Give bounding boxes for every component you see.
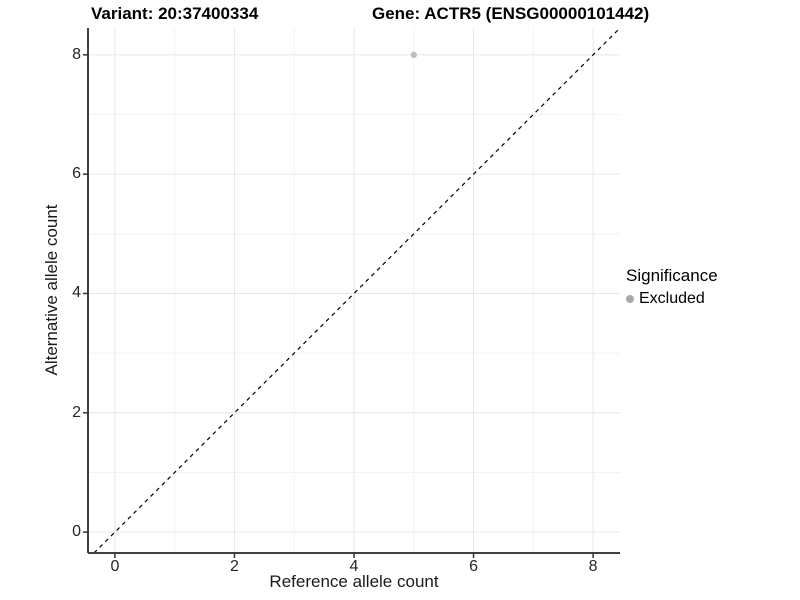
x-tick-label: 4 xyxy=(349,558,359,575)
plot-title-variant: Variant: 20:37400334 xyxy=(91,4,259,23)
x-tick-label: 2 xyxy=(229,558,239,575)
x-axis-title: Reference allele count xyxy=(269,572,439,591)
x-tick-label: 0 xyxy=(110,558,120,575)
y-tick-label: 0 xyxy=(72,523,81,541)
x-tick-label: 8 xyxy=(588,558,598,575)
legend-item-label: Excluded xyxy=(639,290,705,307)
legend-title: Significance xyxy=(626,266,718,285)
y-tick-label: 4 xyxy=(72,284,81,302)
legend-item-excluded: Excluded xyxy=(626,290,718,308)
y-tick-label: 8 xyxy=(72,45,81,63)
plot-title-gene: Gene: ACTR5 (ENSG00000101442) xyxy=(372,4,650,23)
identity-reference-line xyxy=(93,27,621,554)
legend-point-swatch xyxy=(626,295,634,303)
x-tick-label: 6 xyxy=(469,558,478,575)
data-point xyxy=(410,51,417,59)
y-tick-label: 2 xyxy=(72,403,81,421)
y-tick-label: 6 xyxy=(72,165,81,183)
legend: Significance Excluded xyxy=(626,266,718,308)
